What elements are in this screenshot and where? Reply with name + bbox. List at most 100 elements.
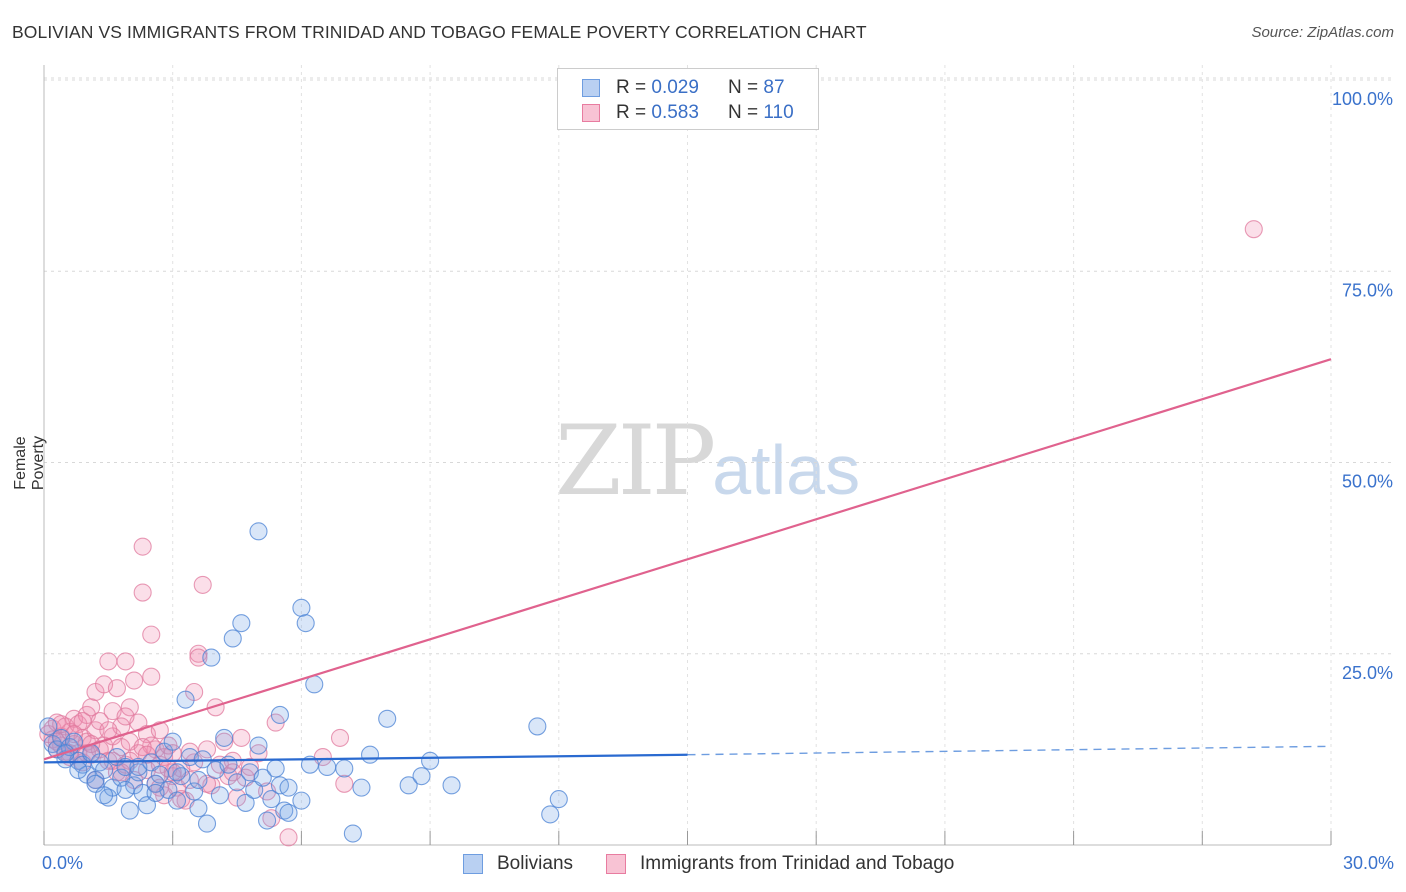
- point-bolivians: [335, 759, 354, 778]
- point-trinidad: [116, 707, 135, 726]
- chart-title: BOLIVIAN VS IMMIGRANTS FROM TRINIDAD AND…: [12, 22, 867, 42]
- trend-line-bolivians-dashed: [687, 745, 1332, 756]
- point-trinidad: [1244, 220, 1263, 239]
- bottom-legend: Bolivians Immigrants from Trinidad and T…: [0, 851, 1406, 877]
- point-bolivians: [129, 757, 148, 777]
- legend-r-value: 0.029: [651, 77, 699, 98]
- point-bolivians: [116, 780, 135, 799]
- axes: [43, 65, 1332, 846]
- point-trinidad: [150, 721, 169, 740]
- point-trinidad: [142, 625, 161, 644]
- point-trinidad: [99, 721, 118, 740]
- point-trinidad: [330, 728, 350, 747]
- point-trinidad: [335, 774, 354, 793]
- bottom-legend-swatch-bolivians: [463, 854, 483, 874]
- point-bolivians: [541, 805, 560, 824]
- point-trinidad: [279, 828, 298, 847]
- legend-n-label: N =: [728, 102, 764, 123]
- point-trinidad: [206, 698, 225, 717]
- point-bolivians: [137, 796, 157, 815]
- watermark-zip: ZIP: [555, 405, 716, 517]
- point-bolivians: [202, 648, 221, 667]
- bottom-legend-swatch-trinidad: [606, 854, 626, 874]
- legend-swatch-trinidad: [582, 104, 600, 122]
- point-bolivians: [318, 757, 337, 777]
- point-bolivians: [258, 811, 277, 830]
- data-points: [39, 220, 1263, 847]
- watermark-atlas: atlas: [712, 431, 861, 509]
- legend-swatch-bolivians: [582, 79, 600, 97]
- point-trinidad: [120, 698, 139, 717]
- point-bolivians: [279, 803, 298, 822]
- point-bolivians: [249, 736, 268, 755]
- y-tick-label: 50.0%: [1342, 472, 1393, 492]
- trend-line-trinidad: [43, 358, 1332, 761]
- point-trinidad: [142, 667, 161, 686]
- point-bolivians: [412, 767, 431, 786]
- point-bolivians: [185, 782, 204, 801]
- watermark: ZIPatlas: [555, 405, 860, 517]
- point-trinidad: [107, 679, 126, 698]
- point-bolivians: [421, 751, 440, 770]
- point-bolivians: [215, 728, 234, 747]
- point-bolivians: [39, 717, 58, 736]
- point-bolivians: [249, 522, 268, 541]
- point-bolivians: [262, 790, 281, 809]
- point-bolivians: [210, 786, 229, 805]
- point-bolivians: [399, 776, 418, 795]
- point-bolivians: [189, 770, 208, 790]
- point-bolivians: [146, 783, 165, 803]
- point-trinidad: [112, 738, 131, 757]
- point-bolivians: [176, 690, 195, 709]
- point-bolivians: [528, 717, 547, 736]
- y-tick-label: 100.0%: [1332, 89, 1393, 109]
- point-bolivians: [253, 768, 272, 787]
- point-bolivians: [189, 799, 208, 818]
- legend-n-value: 87: [763, 77, 785, 98]
- point-bolivians: [296, 614, 315, 633]
- grid: [44, 65, 1395, 845]
- point-bolivians: [292, 791, 311, 810]
- point-bolivians: [360, 745, 380, 764]
- point-trinidad: [133, 583, 152, 602]
- point-bolivians: [223, 629, 242, 648]
- point-bolivians: [232, 614, 251, 633]
- legend-r-label: R =: [616, 77, 652, 98]
- point-bolivians: [236, 793, 255, 812]
- point-bolivians: [305, 675, 324, 694]
- y-axis-label: Female Poverty: [12, 435, 47, 491]
- legend-r-value: 0.583: [651, 102, 699, 123]
- point-bolivians: [442, 776, 461, 795]
- x-tick-label: 30.0%: [1343, 853, 1394, 873]
- point-bolivians: [163, 732, 182, 751]
- y-tick-label: 25.0%: [1342, 663, 1393, 683]
- point-trinidad: [86, 721, 105, 740]
- point-trinidad: [73, 712, 92, 731]
- bottom-legend-label: Bolivians: [497, 853, 574, 874]
- point-trinidad: [193, 575, 212, 594]
- point-trinidad: [240, 757, 259, 777]
- point-bolivians: [378, 709, 397, 728]
- legend-r-label: R =: [616, 102, 652, 123]
- point-bolivians: [69, 760, 88, 780]
- point-bolivians: [352, 778, 371, 797]
- point-trinidad: [116, 652, 135, 671]
- point-trinidad: [249, 744, 268, 763]
- point-bolivians: [270, 705, 290, 725]
- point-bolivians: [266, 759, 285, 778]
- legend-n-value: 110: [763, 102, 794, 123]
- y-tick-label: 75.0%: [1342, 280, 1393, 300]
- point-bolivians: [245, 780, 264, 799]
- point-bolivians: [292, 598, 311, 617]
- point-bolivians: [167, 763, 187, 782]
- point-trinidad: [189, 648, 208, 667]
- point-bolivians: [197, 814, 217, 833]
- bottom-legend-label: Immigrants from Trinidad and Tobago: [640, 853, 955, 874]
- point-trinidad: [99, 652, 118, 671]
- point-bolivians: [549, 790, 568, 809]
- source-label: Source: ZipAtlas.com: [1251, 24, 1394, 41]
- point-trinidad: [215, 732, 234, 751]
- point-bolivians: [279, 778, 298, 797]
- point-trinidad: [133, 537, 152, 556]
